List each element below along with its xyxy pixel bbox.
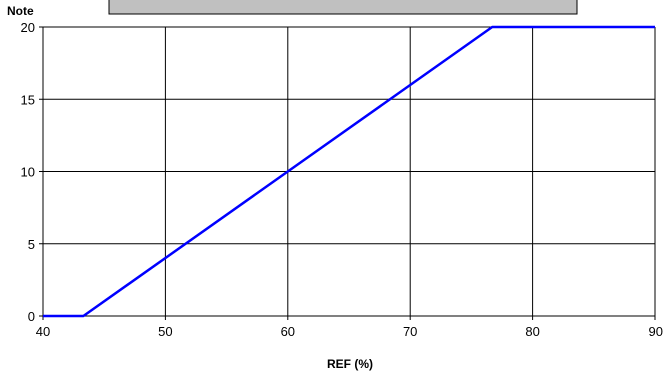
x-axis-title: REF (%) — [327, 357, 373, 371]
x-tick-label-60: 60 — [281, 324, 295, 339]
x-tick-label-80: 80 — [525, 324, 539, 339]
x-tick-labels: 40 50 60 70 80 90 — [36, 324, 663, 339]
series-line-0 — [43, 25, 655, 318]
y-axis-title: Note — [7, 4, 34, 18]
y-tick-labels: 0 5 10 15 20 — [21, 20, 35, 324]
x-tick-label-40: 40 — [36, 324, 50, 339]
x-tick-label-90: 90 — [649, 324, 663, 339]
y-tick-label-10: 10 — [21, 165, 35, 180]
y-tick-label-20: 20 — [21, 20, 35, 35]
x-tick-label-50: 50 — [158, 324, 172, 339]
grid-lines — [39, 26, 656, 320]
y-tick-label-15: 15 — [21, 92, 35, 107]
title-banner — [108, 0, 578, 15]
series-layer — [43, 25, 655, 318]
y-tick-label-5: 5 — [28, 237, 35, 252]
y-tick-label-0: 0 — [28, 309, 35, 324]
x-tick-label-70: 70 — [403, 324, 417, 339]
